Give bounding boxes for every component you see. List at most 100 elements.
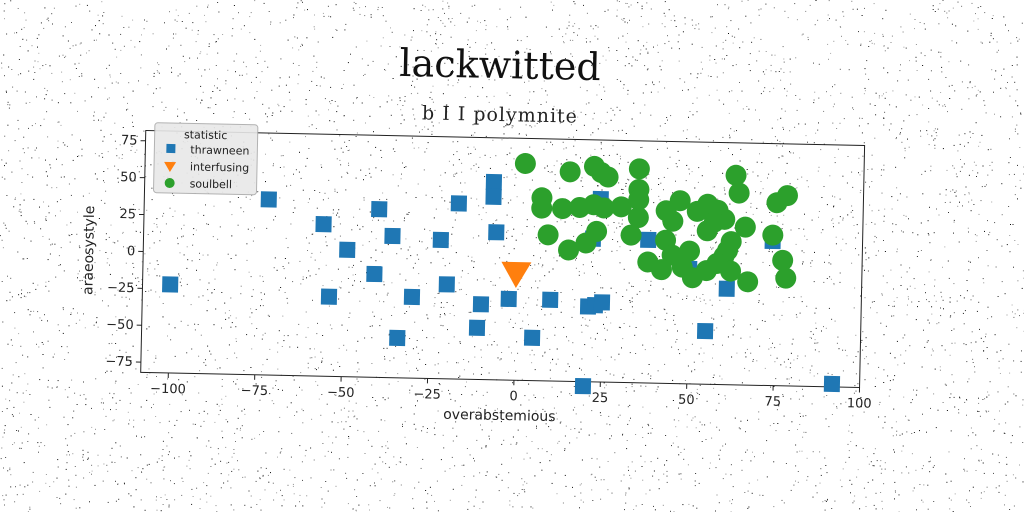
noise-speck [210, 446, 212, 448]
noise-speck [602, 287, 604, 289]
noise-speck [702, 68, 703, 70]
noise-speck [453, 336, 455, 338]
noise-speck [453, 154, 455, 156]
noise-speck [353, 1, 355, 3]
noise-speck [156, 496, 157, 498]
noise-speck [983, 282, 985, 284]
noise-speck [842, 175, 844, 177]
noise-speck [782, 301, 784, 303]
noise-speck [106, 67, 108, 69]
noise-speck [654, 316, 656, 318]
noise-speck [921, 173, 923, 175]
noise-speck [304, 455, 306, 457]
noise-speck [993, 430, 995, 432]
noise-speck [393, 220, 395, 222]
noise-speck [640, 49, 642, 51]
noise-speck [115, 316, 117, 318]
noise-speck [1004, 293, 1006, 295]
noise-speck [69, 79, 71, 81]
noise-speck [595, 25, 597, 27]
noise-speck [606, 329, 608, 331]
noise-speck [21, 28, 23, 30]
noise-speck [560, 311, 562, 313]
noise-speck [928, 271, 930, 273]
noise-speck [98, 218, 100, 219]
noise-speck [170, 480, 171, 482]
noise-speck [692, 24, 694, 26]
noise-speck [983, 491, 985, 493]
noise-speck [616, 50, 618, 51]
noise-speck [1014, 130, 1016, 132]
noise-speck [703, 299, 705, 301]
noise-speck [951, 40, 953, 42]
noise-speck [141, 279, 143, 281]
noise-speck [799, 424, 801, 425]
noise-speck [989, 41, 991, 43]
noise-speck [933, 232, 935, 234]
noise-speck [440, 459, 442, 461]
noise-speck [930, 354, 932, 356]
noise-speck [937, 8, 939, 10]
noise-speck [634, 334, 636, 336]
noise-speck [998, 491, 1000, 493]
noise-speck [418, 285, 420, 287]
noise-speck [611, 492, 613, 494]
noise-speck [718, 393, 720, 395]
noise-speck [489, 157, 491, 158]
noise-speck [527, 314, 529, 316]
noise-speck [205, 445, 207, 447]
noise-speck [77, 312, 78, 314]
noise-speck [535, 237, 537, 239]
noise-speck [255, 76, 257, 78]
noise-speck [357, 380, 359, 382]
noise-speck [291, 110, 293, 112]
noise-speck [354, 415, 356, 417]
noise-speck [387, 397, 389, 399]
noise-speck [903, 396, 905, 398]
noise-speck [801, 450, 803, 452]
noise-speck [314, 14, 315, 16]
noise-speck [400, 461, 402, 463]
noise-speck [855, 390, 857, 392]
noise-speck [455, 212, 457, 214]
noise-speck [320, 414, 322, 416]
noise-speck [481, 356, 482, 358]
noise-speck [645, 280, 647, 281]
noise-speck [990, 148, 992, 150]
noise-speck [862, 447, 864, 449]
noise-speck [116, 155, 118, 157]
noise-speck [278, 85, 280, 87]
noise-speck [47, 379, 49, 381]
noise-speck [987, 149, 989, 151]
noise-speck [770, 386, 772, 388]
noise-speck [628, 179, 630, 181]
noise-speck [83, 394, 85, 396]
noise-speck [381, 7, 383, 8]
noise-speck [592, 118, 594, 120]
noise-speck [968, 201, 970, 203]
noise-speck [861, 15, 863, 16]
noise-speck [416, 340, 418, 341]
noise-speck [576, 437, 578, 439]
noise-speck [453, 176, 455, 177]
noise-speck [466, 21, 468, 23]
noise-speck [853, 500, 855, 502]
noise-speck [995, 487, 997, 489]
noise-speck [608, 50, 610, 52]
noise-speck [637, 2, 639, 4]
noise-speck [609, 438, 611, 440]
noise-speck [911, 453, 913, 455]
noise-speck [27, 223, 28, 225]
noise-speck [840, 92, 842, 94]
noise-speck [70, 222, 72, 224]
noise-speck [556, 160, 558, 162]
noise-speck [874, 137, 876, 139]
noise-speck [799, 98, 801, 100]
noise-speck [356, 496, 358, 497]
noise-speck [279, 452, 281, 454]
noise-speck [972, 295, 974, 297]
noise-speck [657, 148, 659, 150]
noise-speck [871, 181, 873, 182]
noise-speck [764, 87, 766, 89]
noise-speck [529, 457, 531, 459]
